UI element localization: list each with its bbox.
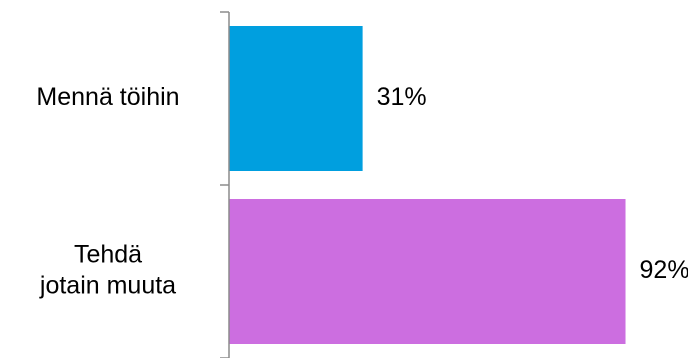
- bars-layer: [229, 26, 626, 344]
- labels-layer: 31% Mennä töihin 92% Tehdä jotain muuta: [36, 83, 688, 300]
- data-label-1: 92%: [640, 256, 688, 284]
- category-label-0: Mennä töihin: [36, 83, 179, 111]
- bar-0: [229, 26, 363, 171]
- category-label-1: Tehdä jotain muuta: [39, 241, 176, 300]
- data-label-0: 31%: [377, 83, 427, 111]
- category-label-line: Tehdä: [74, 241, 142, 269]
- category-axis: [220, 11, 230, 358]
- category-label-line: Mennä töihin: [36, 83, 179, 111]
- bar-1: [229, 199, 626, 344]
- category-label-line: jotain muuta: [39, 272, 176, 300]
